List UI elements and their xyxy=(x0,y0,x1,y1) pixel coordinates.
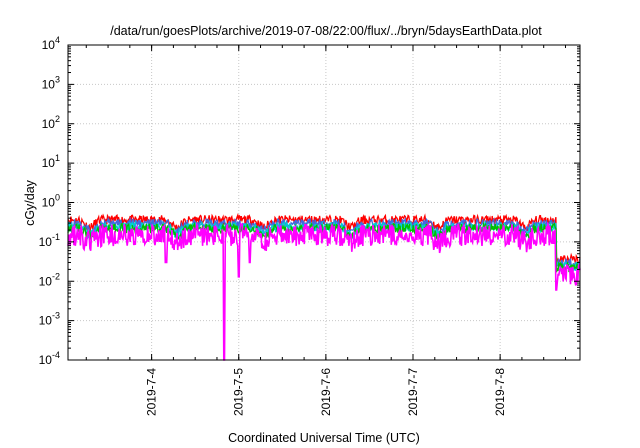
x-tick-label: 2019-7-8 xyxy=(493,368,507,416)
y-ticks: 10-4 10-3 10-2 10-1 100 101 102 103 104 xyxy=(39,35,580,367)
y-tick-label: 10-1 xyxy=(39,232,60,249)
y-tick-label: 10-3 xyxy=(39,311,60,328)
series-line xyxy=(67,221,581,361)
y-tick-label: 104 xyxy=(42,35,60,52)
y-tick-label: 101 xyxy=(42,153,60,170)
y-tick-label: 10-2 xyxy=(39,271,60,288)
grid xyxy=(68,45,580,360)
x-tick-label: 2019-7-4 xyxy=(145,368,159,416)
x-axis-label: Coordinated Universal Time (UTC) xyxy=(228,431,420,445)
y-tick-label: 102 xyxy=(42,114,60,131)
x-tick-label: 2019-7-7 xyxy=(406,368,420,416)
y-tick-label: 10-4 xyxy=(39,350,60,367)
x-ticks: 2019-7-4 2019-7-5 2019-7-6 2019-7-7 2019-7-8 xyxy=(85,45,566,416)
y-tick-label: 103 xyxy=(42,74,60,91)
y-axis-label: cGy/day xyxy=(23,179,37,226)
x-tick-label: 2019-7-5 xyxy=(232,368,246,416)
x-tick-label: 2019-7-6 xyxy=(319,368,333,416)
y-tick-label: 100 xyxy=(42,193,60,210)
series-layer xyxy=(67,212,581,361)
chart-title: /data/run/goesPlots/archive/2019-07-08/2… xyxy=(110,24,542,38)
